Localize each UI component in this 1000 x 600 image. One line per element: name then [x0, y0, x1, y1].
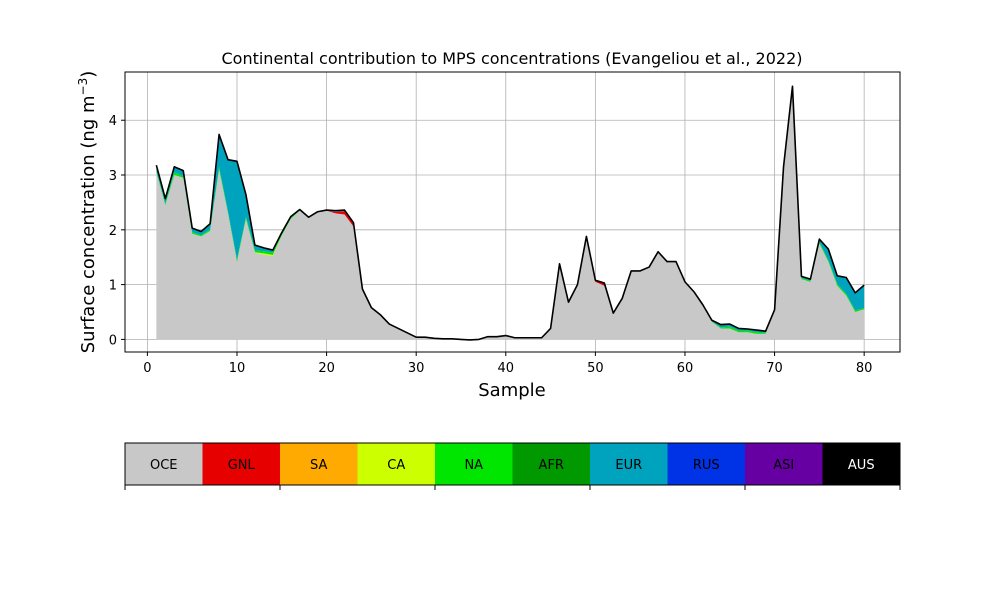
x-tick-label: 60 [677, 361, 694, 376]
x-tick-label: 80 [856, 361, 873, 376]
legend-swatch-asi [745, 443, 823, 485]
legend-swatch-gnl [202, 443, 281, 485]
x-tick-label: 20 [318, 361, 335, 376]
legend-label-ca: CA [387, 458, 405, 473]
y-tick-label: 2 [109, 224, 117, 239]
x-tick-label: 50 [587, 361, 604, 376]
area-oce [156, 86, 865, 340]
legend-label-sa: SA [310, 458, 327, 473]
legend-label-eur: EUR [615, 458, 642, 473]
legend-swatch-eur [590, 443, 668, 485]
legend-swatch-ca [357, 443, 436, 485]
area-series [156, 86, 865, 340]
colorbar-legend: OCE GNL SA CA NA AFR EUR RUS ASI AUS [124, 442, 901, 490]
y-tick-label: 0 [109, 333, 117, 348]
legend-swatch-sa [280, 443, 358, 485]
total-line [155, 85, 865, 341]
y-tick-label: 4 [109, 114, 117, 129]
legend-label-na: NA [464, 458, 483, 473]
y-axis-label-close: ) [78, 71, 99, 78]
legend-frame [124, 442, 901, 486]
legend-swatch-na [435, 443, 513, 485]
chart-title: Continental contribution to MPS concentr… [221, 49, 802, 68]
legend-swatch-afr [512, 443, 591, 485]
legend-swatch-rus [667, 443, 746, 485]
x-axis-ticks: 0 10 20 30 40 50 60 70 80 [143, 352, 872, 376]
y-tick-label: 1 [109, 279, 117, 294]
x-tick-label: 70 [766, 361, 783, 376]
y-axis-label: Surface concentration (ng m−3) [76, 71, 99, 354]
x-tick-label: 0 [143, 361, 151, 376]
y-axis-label-superscript: −3 [76, 78, 90, 96]
total-outline [155, 85, 865, 341]
legend-label-aus: AUS [848, 458, 875, 473]
x-tick-label: 30 [408, 361, 425, 376]
y-tick-label: 3 [109, 169, 117, 184]
legend-label-gnl: GNL [228, 458, 256, 473]
y-axis-ticks: 0 1 2 3 4 [109, 114, 125, 348]
x-tick-label: 40 [498, 361, 515, 376]
legend-swatch-oce [125, 443, 203, 485]
y-axis-label-main: Surface concentration (ng m [78, 95, 99, 353]
legend-label-afr: AFR [539, 458, 564, 473]
legend-label-asi: ASI [773, 458, 794, 473]
x-tick-label: 10 [229, 361, 246, 376]
legend-swatch-aus [822, 443, 901, 485]
legend-label-oce: OCE [150, 458, 178, 473]
legend-label-rus: RUS [693, 458, 720, 473]
plot-frame [124, 71, 901, 353]
x-axis-label: Sample [478, 380, 546, 401]
